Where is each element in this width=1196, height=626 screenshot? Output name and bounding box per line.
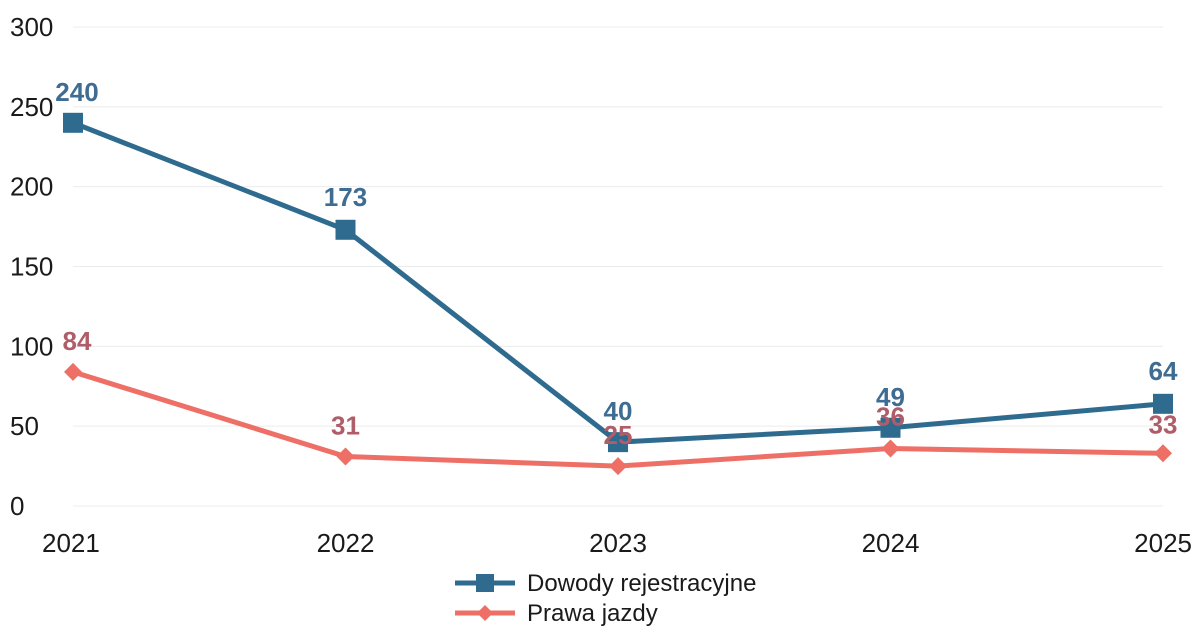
x-tick-label: 2025 [1134,528,1192,558]
x-tick-label: 2024 [862,528,920,558]
y-axis-ticks: 0 50 100 150 200 250 300 [10,12,53,521]
data-label: 84 [63,326,92,356]
data-label: 36 [876,402,905,432]
x-tick-label: 2022 [317,528,375,558]
y-tick-label: 100 [10,331,53,361]
y-tick-label: 150 [10,252,53,282]
series-1 [63,112,1173,453]
data-point [1153,393,1173,414]
x-tick-label: 2021 [42,528,100,558]
y-tick-label: 200 [10,172,53,202]
data-point [63,112,83,133]
data-point [1154,444,1172,463]
data-labels: 240 173 40 49 64 84 31 25 36 33 [55,77,1178,450]
legend-marker [476,574,494,592]
data-label: 240 [55,77,98,107]
data-point [336,447,355,466]
data-point [880,417,901,438]
data-label: 33 [1149,409,1178,439]
series-line [72,120,1164,445]
legend-label: Dowody rejestracyjne [527,570,756,597]
y-tick-label: 250 [10,92,53,122]
data-point [608,432,628,453]
y-tick-label: 300 [10,12,53,42]
data-label: 64 [1149,356,1178,386]
data-point [609,457,627,476]
data-label: 49 [876,382,905,412]
legend-label: Prawa jazdy [527,600,658,626]
data-point [881,439,900,458]
legend-marker [477,605,493,621]
data-point [64,362,82,381]
data-label: 40 [604,396,633,426]
data-label: 25 [604,420,633,450]
y-tick-label: 0 [10,491,24,521]
legend: Dowody rejestracyjne Prawa jazdy [455,570,756,626]
x-tick-label: 2023 [589,528,647,558]
data-point [335,219,356,240]
x-axis-ticks: 2021 2022 2023 2024 2025 [42,528,1192,558]
data-label: 31 [331,411,360,441]
data-label: 173 [324,182,367,212]
series-layer [63,112,1173,476]
y-tick-label: 50 [10,411,39,441]
series-2 [64,362,1172,476]
